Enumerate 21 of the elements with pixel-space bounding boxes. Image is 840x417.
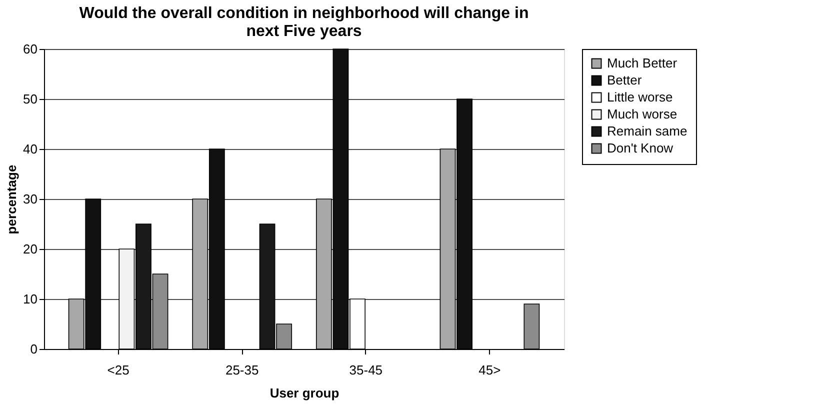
y-tick-label: 40 <box>23 142 38 156</box>
y-tick-label: 30 <box>23 192 38 206</box>
x-tick-label: 35-45 <box>349 362 383 378</box>
y-tick-label: 20 <box>23 242 38 256</box>
text: next Five years <box>246 23 362 40</box>
text: Would the overall condition in neighborhood will change in <box>79 5 529 22</box>
legend-label: Much worse <box>607 106 678 122</box>
y-tick-label: 50 <box>23 92 38 106</box>
legend-label: Little worse <box>607 90 673 104</box>
x-tick-label: 45> <box>478 362 501 378</box>
legend-label: Much Better <box>607 56 678 70</box>
legend-label: Don't Know <box>607 140 674 156</box>
legend-label: Remain same <box>607 124 688 138</box>
y-tick-label: 0 <box>30 342 38 356</box>
x-tick-label: 25-35 <box>225 362 259 378</box>
y-tick-label: 10 <box>23 292 38 306</box>
y-tick-label: 60 <box>23 42 38 56</box>
legend-label: Better <box>607 72 642 88</box>
x-axis-title: User group <box>270 386 340 400</box>
y-axis-title: percentage <box>4 164 20 234</box>
x-tick-label: <25 <box>107 362 130 378</box>
